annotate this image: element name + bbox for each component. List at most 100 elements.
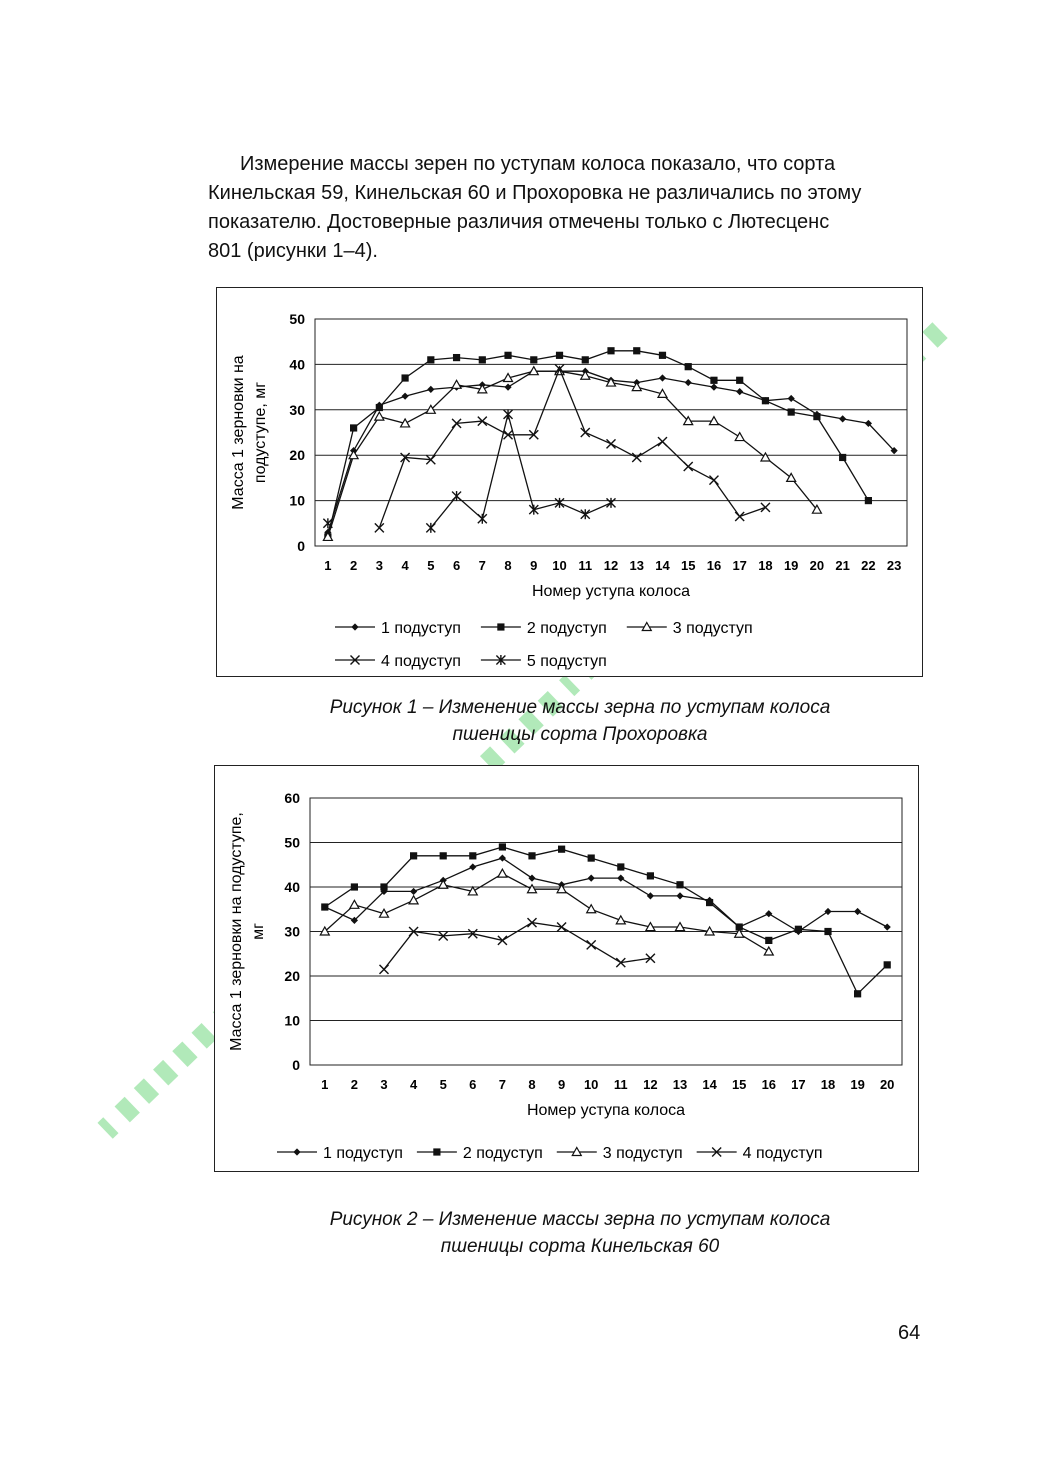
data-point: [587, 874, 595, 882]
data-point: [496, 867, 508, 878]
data-point: [556, 883, 568, 894]
data-point: [425, 404, 437, 414]
data-point: [883, 923, 891, 931]
data-point: [585, 903, 597, 914]
marker-stroke: [467, 928, 478, 939]
data-point: [437, 879, 449, 889]
data-point: [676, 881, 684, 889]
data-point: [401, 392, 409, 400]
y-axis-label: Масса 1 зерновки на подуступе, мг: [230, 355, 269, 510]
data-point: [684, 378, 692, 387]
data-point: [824, 927, 832, 936]
y-tick-label: 50: [284, 835, 300, 851]
data-point: [644, 921, 656, 932]
legend-marker: [641, 621, 653, 632]
data-point: [736, 376, 744, 384]
plot-area: [314, 318, 908, 547]
data-point: [606, 438, 616, 449]
marker-stroke: [586, 939, 597, 950]
x-tick-label: 2: [350, 558, 357, 573]
marker-stroke: [374, 522, 385, 533]
x-tick-label: 20: [880, 1077, 894, 1092]
x-tick-label: 5: [427, 558, 434, 573]
watermark-block: [133, 1078, 160, 1104]
data-point: [839, 415, 847, 423]
x-tick-label: 21: [835, 558, 849, 573]
data-point: [477, 416, 488, 427]
marker-stroke: [451, 418, 462, 429]
data-point: [617, 863, 625, 871]
data-point: [497, 935, 508, 946]
x-tick-label: 1: [321, 1077, 328, 1092]
x-tick-label: 23: [887, 558, 901, 573]
series-line-2: [327, 350, 869, 538]
data-point: [607, 347, 615, 355]
data-point: [676, 892, 684, 900]
data-point: [631, 452, 642, 463]
y-axis-label-line: Масса 1 зерновки на подуступе,: [228, 812, 245, 1051]
marker-stroke: [528, 429, 539, 440]
data-point: [558, 845, 566, 853]
marker-stroke: [683, 461, 694, 472]
data-point: [528, 365, 540, 376]
data-point: [759, 451, 771, 462]
data-point: [425, 454, 436, 465]
marker-stroke: [615, 957, 626, 968]
data-point: [451, 418, 462, 429]
x-tick-label: 14: [655, 558, 670, 573]
y-tick-label: 30: [284, 924, 300, 940]
legend-label: 4 подуступ: [381, 653, 461, 670]
data-point: [380, 887, 388, 896]
data-point: [425, 522, 436, 533]
data-point: [658, 351, 667, 359]
data-point: [765, 936, 773, 944]
data-point: [706, 898, 714, 907]
data-point: [735, 923, 743, 931]
x-axis-label: Номер уступа колоса: [527, 1102, 685, 1119]
data-point: [606, 497, 616, 508]
data-point: [498, 843, 506, 851]
data-point: [587, 854, 595, 862]
x-tick-label: 7: [499, 1077, 506, 1092]
data-point: [586, 939, 597, 950]
data-point: [322, 518, 333, 529]
x-tick-label: 1: [324, 558, 331, 573]
series-line-1: [324, 857, 888, 933]
data-point: [502, 372, 514, 383]
data-point: [615, 914, 627, 925]
data-point: [476, 383, 488, 394]
legend-label: 1 подуступ: [323, 1145, 403, 1162]
data-point: [761, 397, 770, 405]
marker-stroke: [645, 953, 656, 964]
marker-stroke: [711, 1147, 722, 1157]
data-point: [527, 917, 537, 928]
paragraph-line: Кинельская 59, Кинельская 60 и Прохоровк…: [208, 182, 862, 204]
data-point: [656, 388, 669, 399]
x-tick-label: 15: [732, 1077, 746, 1092]
data-point: [763, 945, 775, 956]
data-point: [734, 431, 746, 442]
data-point: [708, 475, 719, 486]
page-number: 64: [898, 1322, 921, 1344]
series-line-4: [383, 921, 651, 970]
marker-stroke: [350, 655, 360, 665]
legend-label: 3 подуступ: [603, 1145, 683, 1162]
series-line-1: [327, 370, 895, 533]
data-point: [785, 472, 797, 482]
paragraph-line: Измерение массы зерен по уступам колоса …: [240, 153, 836, 175]
series-line-4: [378, 367, 766, 529]
x-tick-label: 19: [850, 1077, 864, 1092]
watermark-block: [153, 1059, 179, 1086]
figure-2-chart: 0 10 20 30 40 50 60 1 2 3 4 5 6 7 8 9 10 11 12 13 14 15 16 17 18…: [214, 765, 919, 1172]
x-tick-label: 6: [453, 558, 460, 573]
data-point: [348, 899, 360, 909]
x-tick-label: 17: [791, 1077, 805, 1092]
data-point: [503, 409, 514, 420]
marker-stroke: [527, 917, 537, 928]
caption-line: пшеницы сорта Прохоровка: [452, 724, 708, 745]
legend-marker: [350, 655, 360, 665]
data-point: [554, 363, 565, 374]
data-point: [503, 429, 514, 440]
data-point: [854, 990, 862, 998]
data-point: [854, 907, 862, 916]
